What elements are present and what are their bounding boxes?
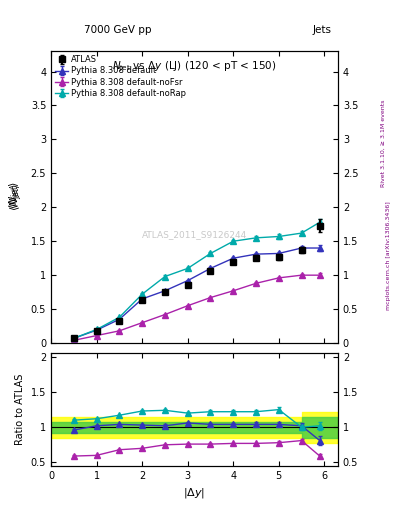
Text: mcplots.cern.ch [arXiv:1306.3436]: mcplots.cern.ch [arXiv:1306.3436] — [386, 202, 391, 310]
Text: $N_\mathrm{jet}$ vs $\Delta y$ (LJ) (120 < pT < 150): $N_\mathrm{jet}$ vs $\Delta y$ (LJ) (120… — [112, 60, 277, 74]
Text: Rivet 3.1.10, ≥ 3.1M events: Rivet 3.1.10, ≥ 3.1M events — [381, 100, 386, 187]
Text: $\langle N_\mathrm{jet} \rangle$: $\langle N_\mathrm{jet} \rangle$ — [8, 180, 24, 209]
X-axis label: $|\Delta y|$: $|\Delta y|$ — [184, 486, 206, 500]
Y-axis label: $\langle N_\mathrm{jet} \rangle$: $\langle N_\mathrm{jet} \rangle$ — [9, 183, 25, 211]
Text: Jets: Jets — [313, 25, 332, 35]
Legend: ATLAS, Pythia 8.308 default, Pythia 8.308 default-noFsr, Pythia 8.308 default-no: ATLAS, Pythia 8.308 default, Pythia 8.30… — [53, 54, 188, 99]
Text: 7000 GeV pp: 7000 GeV pp — [84, 25, 152, 35]
Y-axis label: Ratio to ATLAS: Ratio to ATLAS — [15, 374, 25, 445]
Text: ATLAS_2011_S9126244: ATLAS_2011_S9126244 — [142, 230, 247, 240]
